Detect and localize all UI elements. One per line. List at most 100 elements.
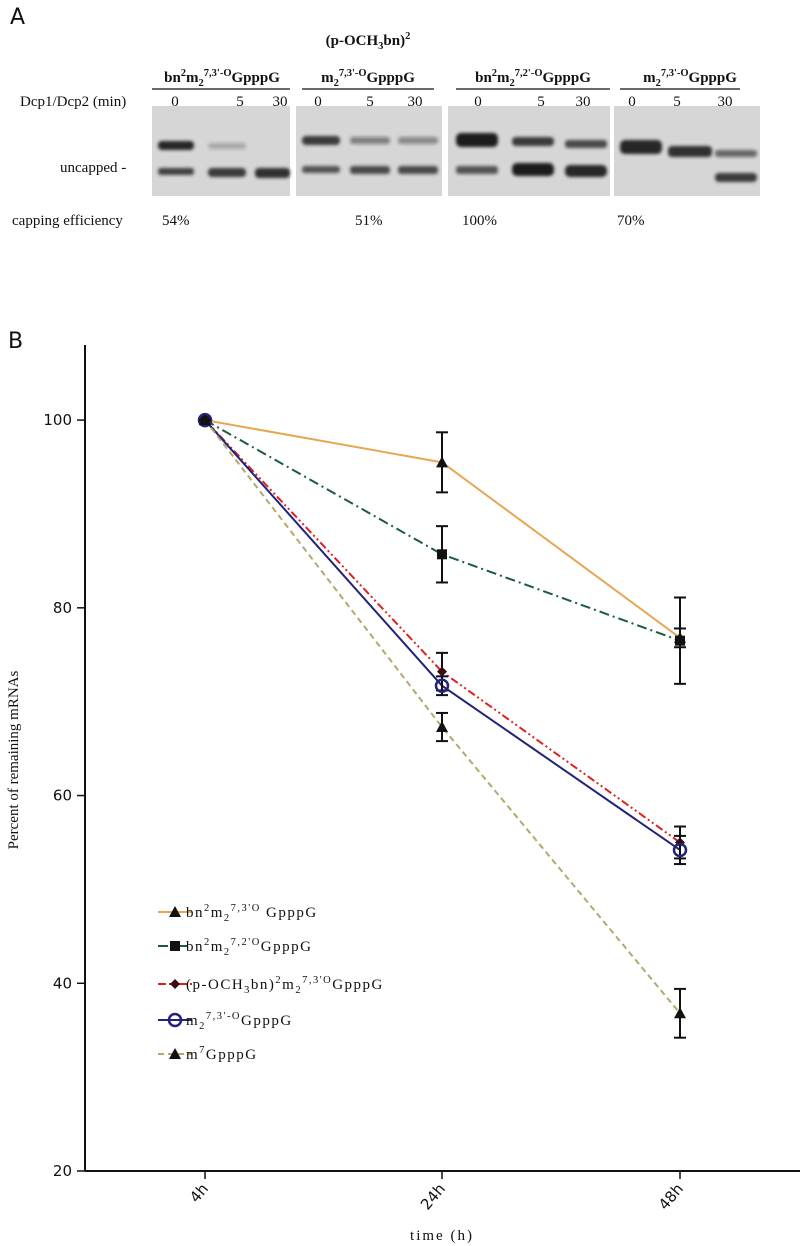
legend-label-part: bn) bbox=[251, 977, 276, 993]
time-label: 30 bbox=[273, 94, 288, 110]
data-point bbox=[675, 635, 685, 646]
legend-label-part: 7,3'O bbox=[231, 903, 261, 914]
lane-group-label-part: 7,3'-O bbox=[204, 68, 232, 79]
gel-lane-group bbox=[296, 106, 442, 196]
lane-group-label: m27,3'-OGpppG bbox=[643, 68, 737, 89]
legend-marker bbox=[169, 1048, 181, 1059]
efficiency-value: 51% bbox=[355, 213, 383, 229]
lane-group-label-part: 3 bbox=[378, 41, 383, 52]
lane-group-label-part: 2 bbox=[334, 78, 339, 89]
lane-group-label-part: 7,3'-O bbox=[661, 68, 689, 79]
gel-lane-group bbox=[152, 106, 290, 196]
lane-group-label-part: GpppG bbox=[232, 70, 281, 86]
lane-group-label-part: 7,2'-O bbox=[515, 68, 543, 79]
legend-label-part: m bbox=[186, 1013, 199, 1029]
efficiency-value: 70% bbox=[617, 213, 645, 229]
gel bbox=[152, 106, 760, 196]
legend-label-part: bn bbox=[186, 905, 204, 921]
time-label: 5 bbox=[673, 94, 681, 110]
legend-label-part: 2 bbox=[199, 1021, 206, 1032]
lane-group-label-part: m bbox=[186, 70, 199, 86]
lane-group-label-part: m bbox=[643, 70, 656, 86]
legend-label-part: GpppG bbox=[206, 1047, 258, 1063]
legend-label-part: GpppG bbox=[261, 905, 318, 921]
time-label: 5 bbox=[366, 94, 374, 110]
legend-marker bbox=[170, 979, 180, 989]
legend-label-part: 7,2'O bbox=[231, 937, 261, 948]
x-tick-label: 48h bbox=[655, 1180, 687, 1213]
lane-group-label-part: 2 bbox=[405, 31, 410, 42]
data-point bbox=[437, 666, 447, 677]
legend-label-part: 7 bbox=[199, 1045, 206, 1056]
legend-marker bbox=[170, 941, 180, 951]
time-label: 0 bbox=[171, 94, 179, 110]
legend-label-part: 2 bbox=[295, 985, 302, 996]
time-label: 30 bbox=[408, 94, 423, 110]
legend-label: (p-OCH3bn)2m27,3'OGpppG bbox=[186, 975, 384, 996]
x-tick-label: 4h bbox=[186, 1180, 212, 1206]
time-label: 5 bbox=[236, 94, 244, 110]
lane-group-label-part: m bbox=[321, 70, 334, 86]
legend-label-part: 7,3'O bbox=[302, 975, 332, 986]
x-tick-label: 24h bbox=[417, 1180, 449, 1213]
lane-group-label-part: 2 bbox=[510, 78, 515, 89]
lane-group-label: bn2m27,2'-OGpppG bbox=[475, 68, 591, 89]
panel-label: B bbox=[8, 329, 23, 354]
legend-label-part: GpppG bbox=[332, 977, 384, 993]
gel-bands bbox=[158, 133, 757, 182]
legend-label-part: 2 bbox=[204, 903, 211, 914]
row-label: Dcp1/Dcp2 (min) bbox=[20, 94, 126, 110]
lane-group-label-part: GpppG bbox=[543, 70, 592, 86]
legend-label-part: GpppG bbox=[261, 939, 313, 955]
lane-group-label-part: (p-OCH bbox=[326, 33, 379, 49]
data-point bbox=[436, 721, 448, 733]
lane-group-label: m27,3'-OGpppG bbox=[321, 68, 415, 89]
legend-label-part: 2 bbox=[224, 913, 231, 924]
legend-label-part: bn bbox=[186, 939, 204, 955]
lane-group-label-part: m bbox=[497, 70, 510, 86]
lane-group-label: bn2m27,3'-OGpppG bbox=[164, 68, 280, 89]
legend-label-part: 2 bbox=[275, 975, 282, 986]
legend-label-part: m bbox=[282, 977, 295, 993]
series-line bbox=[204, 419, 681, 642]
y-tick-label: 80 bbox=[53, 599, 72, 617]
efficiency-label: capping efficiency bbox=[12, 213, 123, 229]
lane-group-label-part: bn bbox=[475, 70, 492, 86]
lane-group-label-part: 2 bbox=[492, 68, 497, 79]
y-tick-label: 100 bbox=[43, 411, 72, 429]
legend-label: bn2m27,3'O GpppG bbox=[186, 903, 318, 924]
lane-group-label-part: GpppG bbox=[367, 70, 416, 86]
legend-marker bbox=[167, 1012, 183, 1028]
legend-label-part: m bbox=[211, 939, 224, 955]
data-point bbox=[199, 414, 211, 426]
lane-group-label-part: bn) bbox=[383, 33, 405, 49]
y-tick-label: 40 bbox=[53, 974, 72, 992]
error-bar bbox=[674, 834, 686, 866]
legend-label: m27,3'-OGpppG bbox=[186, 1011, 293, 1032]
time-label: 30 bbox=[576, 94, 591, 110]
time-label: 30 bbox=[718, 94, 733, 110]
data-point bbox=[434, 678, 450, 693]
lane-group-label-part: bn bbox=[164, 70, 181, 86]
x-axis-title: time (h) bbox=[410, 1228, 474, 1244]
lane-group-label-part: 2 bbox=[181, 68, 186, 79]
legend-label-part: (p-OCH bbox=[186, 977, 244, 993]
legend-label-part: 3 bbox=[244, 985, 251, 996]
time-label: 0 bbox=[474, 94, 482, 110]
legend-label-part: 2 bbox=[224, 947, 231, 958]
legend-label: bn2m27,2'OGpppG bbox=[186, 937, 312, 958]
legend-label-part: GpppG bbox=[241, 1013, 293, 1029]
y-tick-label: 60 bbox=[53, 787, 72, 805]
gel-lane-group bbox=[448, 106, 610, 196]
time-label: 5 bbox=[537, 94, 545, 110]
data-point bbox=[436, 456, 448, 468]
legend-label-part: m bbox=[186, 1047, 199, 1063]
legend-marker bbox=[169, 906, 181, 917]
legend-label-part: 2 bbox=[204, 937, 211, 948]
lane-group-label-part: 7,3'-O bbox=[339, 68, 367, 79]
efficiency-value: 100% bbox=[462, 213, 497, 229]
data-point bbox=[672, 842, 688, 858]
y-axis-title: Percent of remaining mRNAs bbox=[6, 670, 22, 849]
